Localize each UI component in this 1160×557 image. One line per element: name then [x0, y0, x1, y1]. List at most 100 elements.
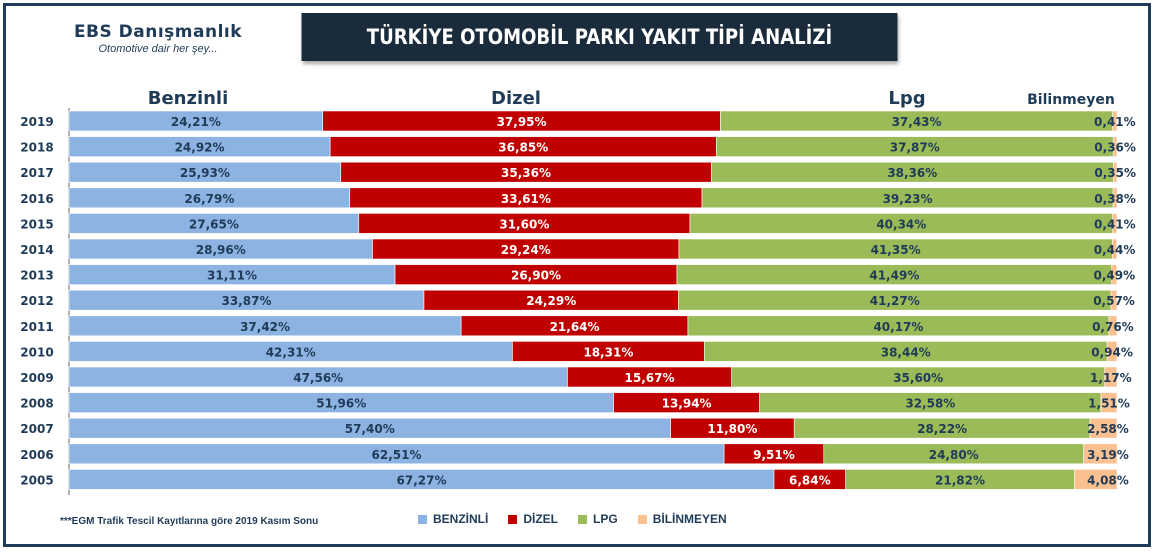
- bar-bi̇li̇nmeyen-2008: [1100, 392, 1118, 413]
- column-header-dizel: Dizel: [491, 88, 541, 109]
- data-label-di̇zel-2017: 35,36%: [501, 166, 551, 180]
- data-label-bi̇li̇nmeyen-2006: 3,19%: [1087, 448, 1129, 462]
- bar-bi̇li̇nmeyen-2011: [1108, 315, 1118, 337]
- company-logo: EBS Danışmanlık Otomotive dair her şey..…: [68, 22, 248, 55]
- data-label-lpg-2012: 41,27%: [870, 294, 920, 308]
- bar-bi̇li̇nmeyen-2016: [1112, 187, 1118, 209]
- legend-label: DİZEL: [523, 512, 559, 526]
- legend-item-lpg: LPG: [578, 512, 618, 526]
- legend-label: BENZİNLİ: [433, 512, 489, 526]
- y-tick-label: 2015: [20, 217, 53, 231]
- y-tick-label: 2017: [20, 166, 53, 180]
- data-label-di̇zel-2012: 24,29%: [526, 294, 576, 308]
- bar-bi̇li̇nmeyen-2007: [1089, 417, 1118, 439]
- bar-bi̇li̇nmeyen-2012: [1110, 289, 1118, 311]
- bar-bi̇li̇nmeyen-2018: [1112, 136, 1118, 157]
- data-label-di̇zel-2018: 36,85%: [498, 141, 548, 155]
- chart-title: TÜRKİYE OTOMOBİL PARKI YAKIT TİPİ ANALİZ…: [366, 25, 833, 49]
- bar-bi̇li̇nmeyen-2015: [1112, 213, 1118, 234]
- data-label-lpg-2006: 24,80%: [929, 448, 979, 462]
- y-tick-label: 2012: [20, 294, 53, 308]
- column-header-benzinli: Benzinli: [148, 88, 229, 109]
- data-label-lpg-2013: 41,49%: [869, 269, 919, 283]
- data-label-di̇zel-2014: 29,24%: [501, 243, 551, 257]
- legend-item-bi̇li̇nmeyen: BİLİNMEYEN: [637, 512, 727, 526]
- column-header-bilinmeyen: Bilinmeyen: [1027, 92, 1115, 108]
- data-label-di̇zel-2007: 11,80%: [707, 422, 757, 436]
- data-label-lpg-2009: 35,60%: [893, 371, 943, 385]
- data-label-di̇zel-2010: 18,31%: [583, 345, 633, 359]
- data-label-bi̇li̇nmeyen-2015: 0,41%: [1094, 217, 1136, 231]
- data-label-bi̇li̇nmeyen-2007: 2,58%: [1087, 422, 1129, 436]
- legend-swatch: [578, 514, 588, 524]
- data-label-bi̇li̇nmeyen-2005: 4,08%: [1087, 473, 1129, 487]
- data-label-lpg-2005: 21,82%: [935, 473, 985, 487]
- y-tick-label: 2006: [20, 448, 53, 462]
- data-label-di̇zel-2009: 15,67%: [625, 371, 675, 385]
- y-tick-label: 2019: [20, 115, 53, 129]
- y-tick-label: 2011: [20, 320, 53, 334]
- data-label-benzi̇nli̇-2016: 26,79%: [184, 192, 234, 206]
- bar-bi̇li̇nmeyen-2019: [1112, 110, 1118, 132]
- data-label-lpg-2017: 38,36%: [887, 166, 937, 180]
- data-label-benzi̇nli̇-2017: 25,93%: [180, 166, 230, 180]
- data-label-di̇zel-2008: 13,94%: [662, 397, 712, 411]
- data-label-lpg-2011: 40,17%: [873, 320, 923, 334]
- data-label-benzi̇nli̇-2011: 37,42%: [240, 320, 290, 334]
- legend-label: LPG: [593, 512, 618, 526]
- logo-name: EBS Danışmanlık: [73, 22, 243, 42]
- legend-label: BİLİNMEYEN: [652, 512, 727, 526]
- data-label-lpg-2007: 28,22%: [917, 422, 967, 436]
- data-label-di̇zel-2011: 21,64%: [550, 320, 600, 334]
- bar-bi̇li̇nmeyen-2009: [1104, 366, 1118, 388]
- data-label-bi̇li̇nmeyen-2011: 0,76%: [1092, 320, 1134, 334]
- data-label-bi̇li̇nmeyen-2013: 0,49%: [1094, 269, 1136, 283]
- data-label-benzi̇nli̇-2007: 57,40%: [345, 422, 395, 436]
- data-label-benzi̇nli̇-2015: 27,65%: [189, 217, 239, 231]
- data-label-bi̇li̇nmeyen-2012: 0,57%: [1093, 294, 1135, 308]
- data-label-bi̇li̇nmeyen-2019: 0,41%: [1094, 115, 1136, 129]
- bar-bi̇li̇nmeyen-2017: [1113, 161, 1118, 183]
- data-label-benzi̇nli̇-2012: 33,87%: [221, 294, 271, 308]
- data-label-bi̇li̇nmeyen-2010: 0,94%: [1091, 345, 1133, 359]
- data-label-di̇zel-2013: 26,90%: [511, 269, 561, 283]
- bar-bi̇li̇nmeyen-2013: [1111, 264, 1118, 285]
- bar-bi̇li̇nmeyen-2010: [1106, 341, 1118, 362]
- bar-bi̇li̇nmeyen-2006: [1083, 443, 1118, 465]
- data-label-benzi̇nli̇-2009: 47,56%: [293, 371, 343, 385]
- data-label-bi̇li̇nmeyen-2014: 0,44%: [1094, 243, 1136, 257]
- data-label-lpg-2014: 41,35%: [871, 243, 921, 257]
- data-label-bi̇li̇nmeyen-2009: 1,17%: [1090, 371, 1132, 385]
- data-label-di̇zel-2015: 31,60%: [499, 217, 549, 231]
- source-footnote: ***EGM Trafik Tescil Kayıtlarına göre 20…: [60, 516, 319, 527]
- data-label-benzi̇nli̇-2008: 51,96%: [316, 397, 366, 411]
- legend-swatch: [418, 514, 427, 524]
- y-tick-label: 2005: [20, 473, 53, 487]
- data-label-benzi̇nli̇-2014: 28,96%: [196, 243, 246, 257]
- data-label-lpg-2016: 39,23%: [883, 192, 933, 206]
- column-header-lpg: Lpg: [888, 88, 925, 109]
- data-label-benzi̇nli̇-2010: 42,31%: [266, 345, 316, 359]
- y-tick-label: 2013: [20, 269, 53, 283]
- data-label-bi̇li̇nmeyen-2008: 1,51%: [1088, 397, 1130, 411]
- legend-swatch: [637, 514, 647, 524]
- y-tick-label: 2008: [20, 397, 53, 411]
- legend-item-benzi̇nli̇: BENZİNLİ: [418, 512, 488, 526]
- y-tick-label: 2007: [20, 422, 53, 436]
- chart-title-banner: TÜRKİYE OTOMOBİL PARKI YAKIT TİPİ ANALİZ…: [301, 13, 898, 61]
- legend-swatch: [508, 514, 518, 524]
- legend-item-di̇zel: DİZEL: [508, 512, 558, 526]
- data-label-benzi̇nli̇-2005: 67,27%: [397, 473, 447, 487]
- data-label-bi̇li̇nmeyen-2018: 0,36%: [1094, 141, 1136, 155]
- y-tick-label: 2016: [20, 192, 53, 206]
- data-label-di̇zel-2005: 6,84%: [789, 473, 831, 487]
- data-label-lpg-2010: 38,44%: [881, 345, 931, 359]
- data-label-benzi̇nli̇-2019: 24,21%: [171, 115, 221, 129]
- data-label-di̇zel-2019: 37,95%: [497, 115, 547, 129]
- data-label-benzi̇nli̇-2006: 62,51%: [372, 448, 422, 462]
- y-tick-label: 2014: [20, 243, 53, 257]
- data-label-lpg-2008: 32,58%: [905, 397, 955, 411]
- data-label-lpg-2015: 40,34%: [876, 217, 926, 231]
- data-label-benzi̇nli̇-2013: 31,11%: [207, 269, 257, 283]
